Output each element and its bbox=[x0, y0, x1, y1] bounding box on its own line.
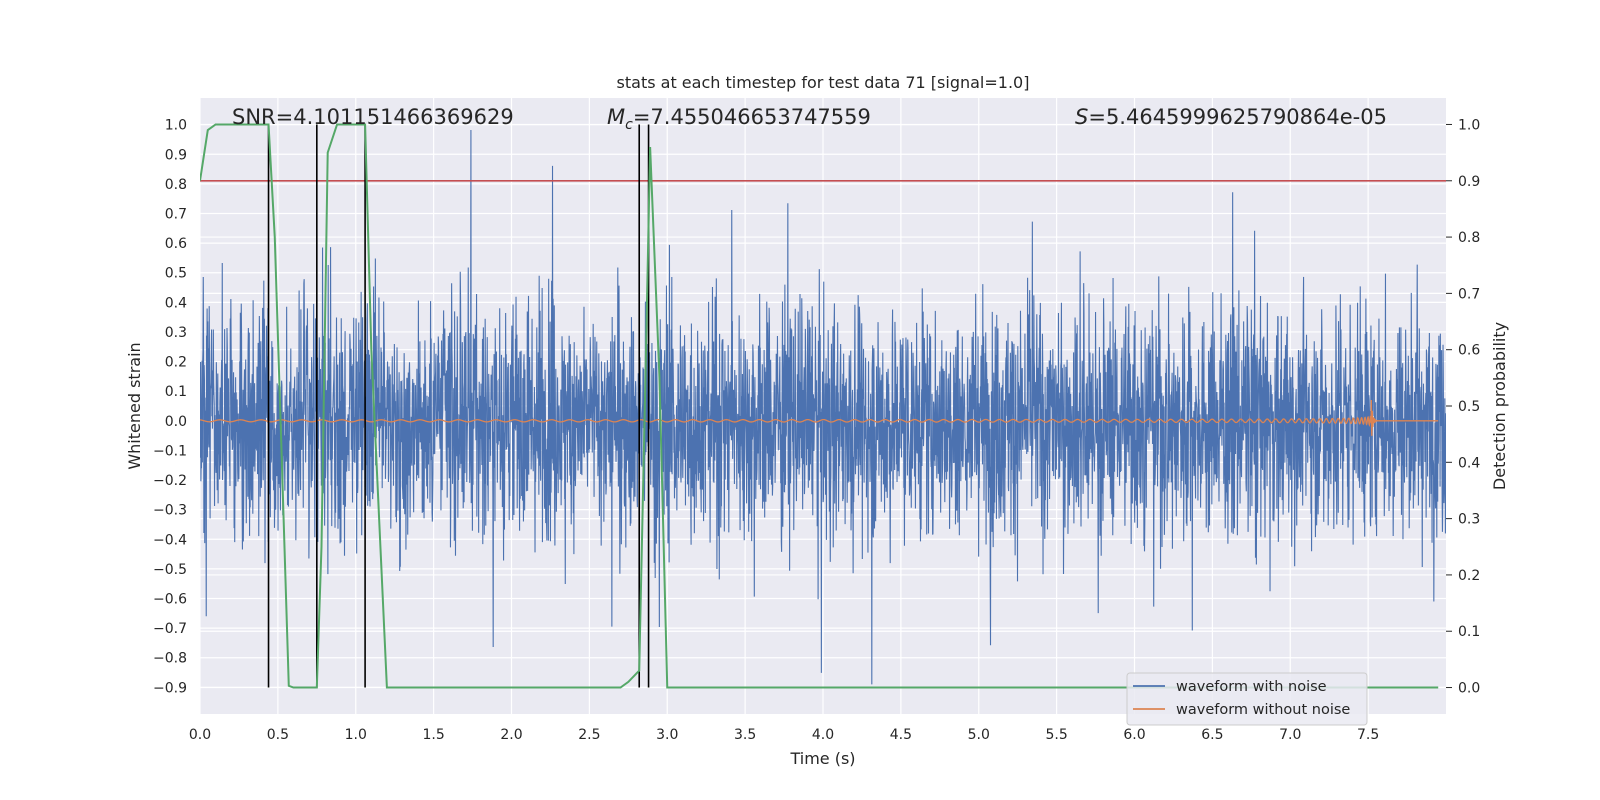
series-waveform-without-noise bbox=[200, 399, 1439, 436]
y-tick-label: 1.0 bbox=[165, 118, 187, 134]
series-detection-probability bbox=[200, 123, 1439, 689]
chirp-mass-annotation: Mc=7.455046653747559 bbox=[607, 105, 871, 133]
legend-label-noise: waveform with noise bbox=[1176, 679, 1327, 695]
y2-axis-ticks: 1.0 0.9 0.8 0.7 0.6 0.5 0.4 0.3 0.2 0.1 0.0 bbox=[1446, 117, 1480, 697]
y2-tick-label: 0.3 bbox=[1458, 512, 1480, 528]
y-tick-label: 0.9 bbox=[165, 147, 187, 163]
y2-tick-label: 0.1 bbox=[1458, 624, 1480, 640]
x-tick-label: 4.5 bbox=[890, 727, 912, 743]
y-tick-label: 0.0 bbox=[165, 414, 187, 430]
y2-tick-label: 0.7 bbox=[1458, 286, 1480, 302]
y2-axis-label: Detection probability bbox=[1490, 322, 1509, 490]
y-tick-label: 0.8 bbox=[165, 177, 187, 193]
y2-tick-label: 0.4 bbox=[1458, 455, 1480, 471]
x-tick-label: 3.5 bbox=[734, 727, 756, 743]
x-tick-label: 7.0 bbox=[1279, 727, 1301, 743]
y-tick-label: 0.3 bbox=[165, 325, 187, 341]
y-tick-label: −0.8 bbox=[153, 651, 187, 667]
y-axis-ticks: 1.0 0.9 0.8 0.7 0.6 0.5 0.4 0.3 0.2 0.1 0.0 −0.1 −0.… bbox=[153, 118, 187, 697]
s-annotation: S=5.4645999625790864e-05 bbox=[1075, 105, 1387, 129]
x-tick-label: 6.5 bbox=[1201, 727, 1223, 743]
y-tick-label: −0.4 bbox=[153, 532, 187, 548]
x-tick-label: 5.5 bbox=[1045, 727, 1067, 743]
y-tick-label: −0.7 bbox=[153, 621, 187, 637]
y2-tick-label: 0.0 bbox=[1458, 681, 1480, 697]
y-tick-label: −0.3 bbox=[153, 503, 187, 519]
y2-tick-label: 0.9 bbox=[1458, 174, 1480, 190]
y-tick-label: 0.7 bbox=[165, 207, 187, 223]
x-tick-label: 2.5 bbox=[578, 727, 600, 743]
x-axis-label: Time (s) bbox=[789, 749, 855, 768]
y2-tick-label: 0.2 bbox=[1458, 568, 1480, 584]
x-tick-label: 1.0 bbox=[345, 727, 367, 743]
x-tick-label: 7.5 bbox=[1357, 727, 1379, 743]
legend-label-clean: waveform without noise bbox=[1176, 702, 1350, 718]
y-tick-label: 0.2 bbox=[165, 355, 187, 371]
x-tick-label: 6.0 bbox=[1123, 727, 1145, 743]
series-group bbox=[200, 123, 1446, 689]
y-tick-label: −0.6 bbox=[153, 592, 187, 608]
y-axis-label: Whitened strain bbox=[125, 342, 144, 469]
snr-annotation: SNR=4.101151466369629 bbox=[232, 105, 514, 129]
series-waveform-with-noise bbox=[200, 130, 1446, 685]
legend: waveform with noise waveform without noi… bbox=[1126, 672, 1368, 726]
y-tick-label: 0.4 bbox=[165, 295, 187, 311]
legend-box bbox=[1126, 672, 1368, 726]
y2-tick-label: 0.8 bbox=[1458, 230, 1480, 246]
y-tick-label: −0.5 bbox=[153, 562, 187, 578]
y-tick-label: 0.5 bbox=[165, 266, 187, 282]
y-tick-label: 0.1 bbox=[165, 384, 187, 400]
x-tick-label: 4.0 bbox=[812, 727, 834, 743]
y2-tick-label: 1.0 bbox=[1458, 117, 1480, 133]
x-axis-ticks: 0.0 0.5 1.0 1.5 2.0 2.5 3.0 3.5 4.0 4.5 5.0 5.5 6.0 6… bbox=[189, 727, 1379, 743]
y-tick-label: −0.2 bbox=[153, 473, 187, 489]
y-tick-label: −0.9 bbox=[153, 680, 187, 696]
plot-series-area bbox=[200, 123, 1446, 689]
x-tick-label: 0.0 bbox=[189, 727, 211, 743]
y-tick-label: 0.6 bbox=[165, 236, 187, 252]
x-tick-label: 5.0 bbox=[968, 727, 990, 743]
y-tick-label: −0.1 bbox=[153, 443, 187, 459]
chart-title: stats at each timestep for test data 71 … bbox=[617, 73, 1030, 92]
x-tick-label: 1.5 bbox=[422, 727, 444, 743]
x-tick-label: 2.0 bbox=[500, 727, 522, 743]
y2-tick-label: 0.5 bbox=[1458, 399, 1480, 415]
y2-tick-label: 0.6 bbox=[1458, 343, 1480, 359]
x-tick-label: 3.0 bbox=[656, 727, 678, 743]
x-tick-label: 0.5 bbox=[267, 727, 289, 743]
